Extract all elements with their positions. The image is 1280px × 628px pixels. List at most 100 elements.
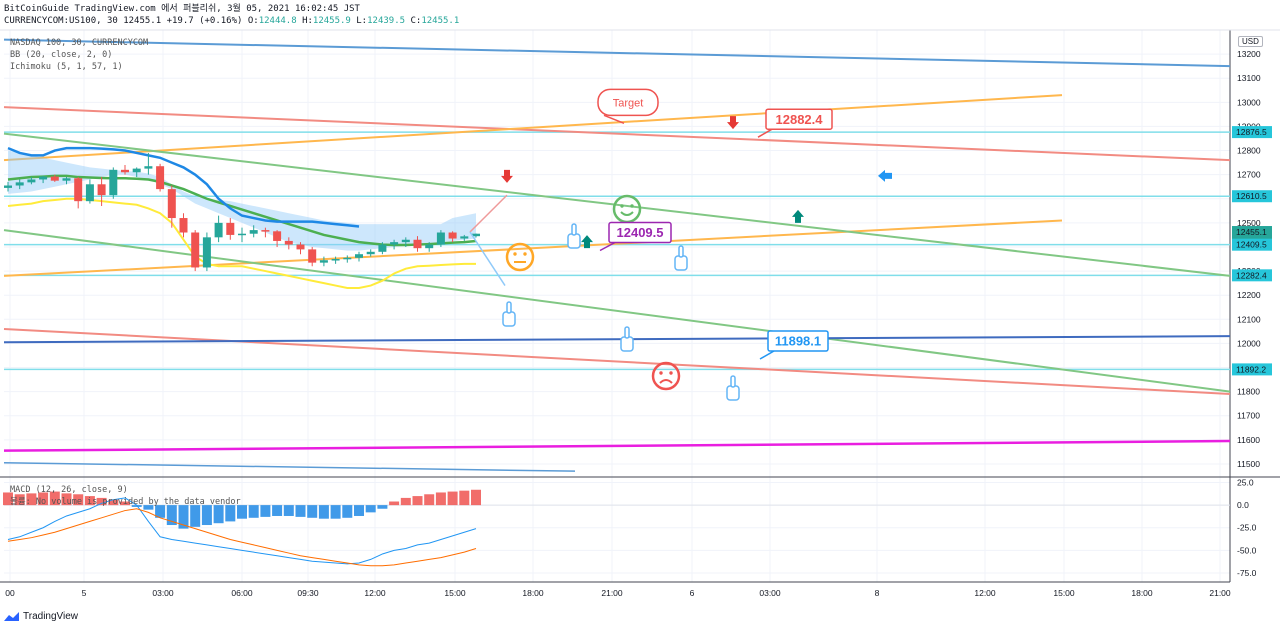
macd-histogram-bar — [354, 505, 364, 516]
trendline[interactable] — [3, 219, 1063, 277]
happy-face-icon[interactable] — [612, 194, 642, 224]
macd-histogram-bar — [318, 505, 329, 519]
currency-badge[interactable]: USD — [1238, 36, 1263, 47]
legend-ichimoku[interactable]: Ichimoku (5, 1, 57, 1) — [10, 62, 123, 72]
open-value: 12444.8 — [258, 16, 297, 26]
candle-body[interactable] — [202, 237, 211, 268]
candle-body[interactable] — [296, 244, 305, 250]
candle-body[interactable] — [343, 257, 352, 260]
macd-histogram-bar — [14, 494, 25, 506]
candle-body[interactable] — [390, 242, 399, 245]
arrow-icon[interactable] — [581, 235, 593, 249]
candle-body[interactable] — [366, 251, 375, 255]
pointing-hand-icon-finger — [730, 375, 736, 388]
tradingview-icon — [4, 611, 19, 621]
candle-body[interactable] — [284, 240, 293, 245]
neutral-face-icon[interactable] — [505, 242, 535, 272]
candle-body[interactable] — [62, 178, 71, 181]
candle-body[interactable] — [460, 236, 469, 239]
candle-body[interactable] — [448, 232, 457, 239]
price-tick-label: 12200 — [1237, 290, 1261, 300]
happy-face-icon-eye — [630, 204, 634, 208]
pointing-hand-icon[interactable] — [674, 255, 688, 271]
pointing-hand-icon[interactable] — [620, 336, 634, 352]
arrow-icon[interactable] — [878, 169, 892, 182]
candle-body[interactable] — [261, 230, 270, 232]
callout-box[interactable] — [765, 108, 833, 130]
macd-histogram-bar — [389, 501, 400, 506]
macd-histogram-bar — [155, 505, 166, 518]
trendline[interactable] — [3, 106, 1231, 162]
candle-body[interactable] — [39, 176, 48, 180]
projection-arrow-up[interactable] — [469, 194, 508, 233]
candle-body[interactable] — [249, 230, 258, 234]
trendline[interactable] — [3, 439, 1231, 452]
price-tick-label: 13200 — [1237, 49, 1261, 59]
trendline[interactable] — [3, 461, 576, 472]
macd-histogram-bar — [447, 491, 458, 506]
legend-symbol[interactable]: NASDAQ 100, 30, CURRENCYCOM — [10, 38, 149, 48]
time-tick-label: 21:00 — [601, 588, 623, 598]
candle-body[interactable] — [319, 260, 328, 263]
candle-body[interactable] — [472, 233, 480, 237]
candle-body[interactable] — [27, 179, 36, 183]
candle-body[interactable] — [226, 222, 235, 235]
tradingview-logo[interactable]: TradingView — [4, 611, 78, 622]
price-tag — [1232, 126, 1272, 139]
candle-body[interactable] — [214, 222, 223, 238]
candle-body[interactable] — [436, 232, 445, 245]
candle-body[interactable] — [74, 178, 83, 202]
legend-bb[interactable]: BB (20, close, 2, 0) — [10, 50, 113, 60]
symbol-label: CURRENCYCOM:US100, 30 — [4, 16, 118, 26]
callout-box[interactable] — [597, 88, 659, 117]
arrow-icon[interactable] — [792, 209, 804, 223]
pointing-hand-icon-finger — [678, 245, 684, 258]
candle-body[interactable] — [179, 218, 188, 233]
arrow-icon[interactable] — [501, 169, 513, 183]
candle-body[interactable] — [132, 168, 141, 173]
candle-body[interactable] — [50, 176, 59, 181]
price-tag — [1232, 238, 1272, 251]
pointing-hand-icon[interactable] — [567, 233, 581, 249]
time-tick-label: 18:00 — [522, 588, 544, 598]
candle-body[interactable] — [308, 249, 317, 263]
candle-body[interactable] — [401, 239, 410, 243]
candle-body[interactable] — [355, 254, 363, 258]
trendline[interactable] — [3, 38, 1231, 68]
callout-box[interactable] — [608, 221, 672, 244]
candle-body[interactable] — [144, 166, 153, 169]
legend-macd[interactable]: MACD (12, 26, close, 9) — [10, 485, 128, 495]
candle-body[interactable] — [238, 233, 246, 236]
candle-body[interactable] — [273, 231, 282, 241]
price-tag-label: 12455.1 — [1236, 227, 1267, 237]
arrow-icon[interactable] — [727, 116, 739, 130]
time-tick-label: 6 — [690, 588, 695, 598]
time-tick-label: 03:00 — [759, 588, 781, 598]
pointing-hand-icon[interactable] — [726, 385, 740, 401]
candle-body[interactable] — [331, 259, 340, 261]
projection-arrow-down[interactable] — [469, 231, 506, 286]
trendline[interactable] — [3, 132, 1231, 277]
candle-body[interactable] — [97, 184, 106, 196]
candle-body[interactable] — [85, 184, 94, 202]
callout-box[interactable] — [767, 330, 829, 352]
candle-body[interactable] — [156, 166, 165, 190]
candle-body[interactable] — [425, 244, 434, 249]
candle-body[interactable] — [191, 232, 200, 268]
sad-face-icon[interactable] — [651, 361, 681, 391]
candle-body[interactable] — [15, 182, 24, 186]
candle-body[interactable] — [4, 185, 12, 188]
trendline[interactable] — [3, 335, 1231, 344]
pointing-hand-icon[interactable] — [502, 311, 516, 327]
candle-body[interactable] — [413, 239, 422, 249]
candle-body[interactable] — [167, 189, 176, 219]
candle-body[interactable] — [109, 169, 118, 196]
trendline[interactable] — [3, 327, 1231, 396]
candle-body[interactable] — [378, 244, 387, 252]
trendline[interactable] — [3, 94, 1063, 162]
price-tag-label: 12610.5 — [1236, 191, 1267, 201]
callout-text: 11898.1 — [775, 334, 821, 349]
candle-body[interactable] — [121, 169, 129, 173]
time-tick-label: 18:00 — [1131, 588, 1153, 598]
